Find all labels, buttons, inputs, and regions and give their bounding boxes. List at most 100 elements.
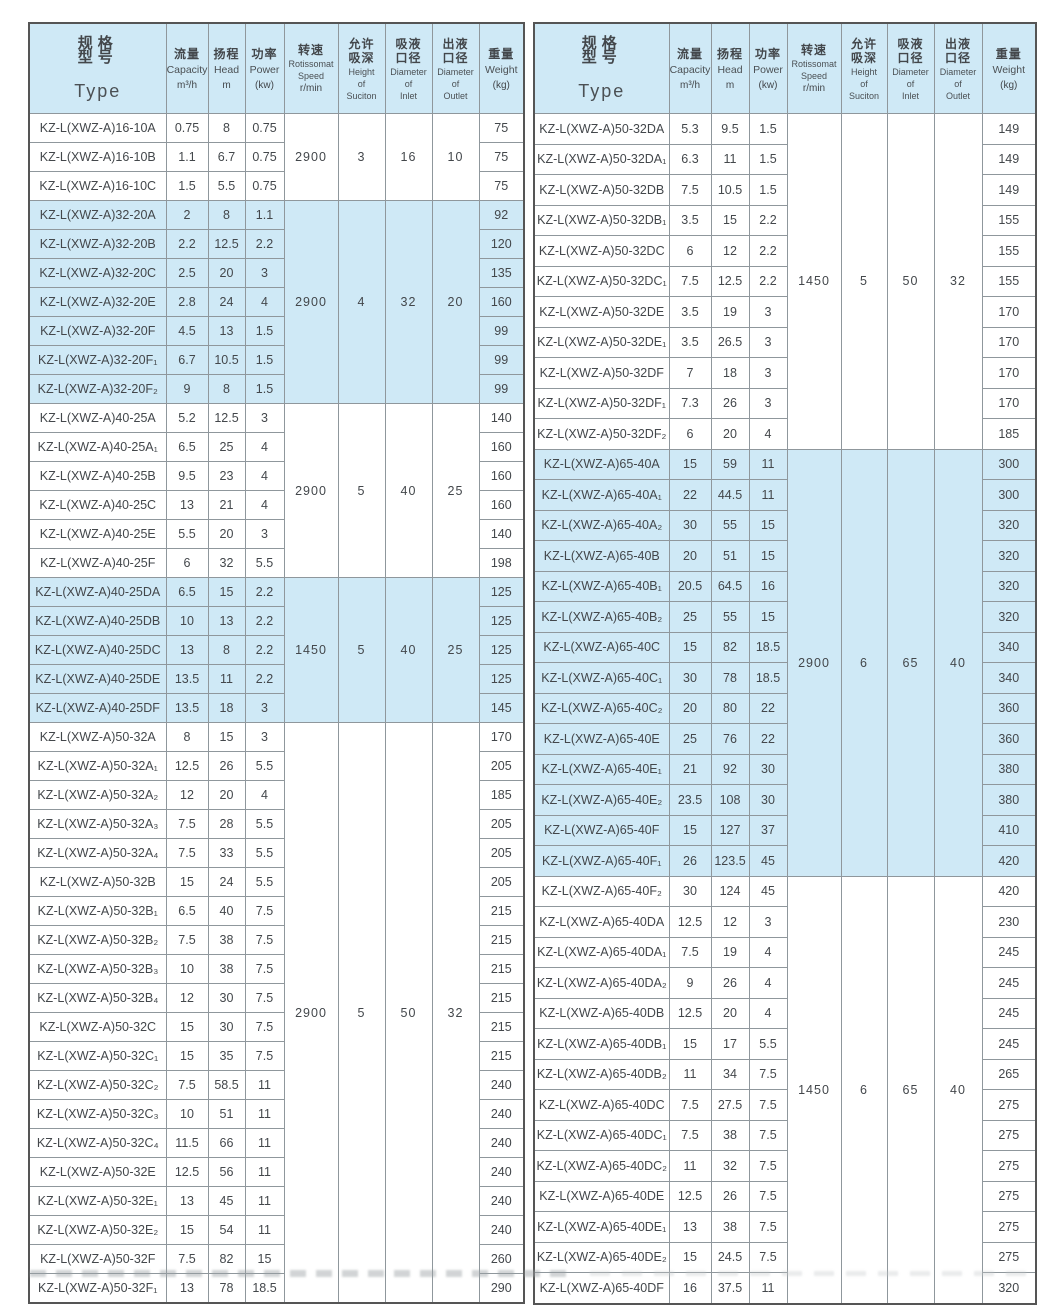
table-row: KZ-L(XWZ-A)65-40B 20 51 15 320 (533, 540, 1037, 572)
weight-cell: 260 (478, 1244, 525, 1274)
weight-cell: 215 (478, 925, 525, 955)
weight-cell: 340 (981, 631, 1037, 663)
type-cell: KZ-L(XWZ-A)50-32DE₁ (533, 326, 670, 358)
type-cell: KZ-L(XWZ-A)65-40DE₁ (533, 1211, 670, 1243)
col-header-speed: 转速 Rotissomat Speed r/min (283, 22, 339, 114)
capacity-cell: 15 (668, 631, 712, 663)
weight-cell: 92 (478, 200, 525, 230)
power-cell: 4 (748, 418, 788, 450)
header-en: Inlet (901, 90, 919, 101)
col-header-suction: 允许 吸深 Height of Suciton (337, 22, 386, 114)
capacity-cell: 15 (668, 814, 712, 846)
head-cell: 24 (207, 867, 246, 897)
table-row: KZ-L(XWZ-A)65-40DC₁ 7.5 38 7.5 275 (533, 1119, 1037, 1151)
head-cell: 21 (207, 490, 246, 520)
table-row: KZ-L(XWZ-A)65-40DE 12.5 26 7.5 275 (533, 1180, 1037, 1212)
weight-cell: 160 (478, 287, 525, 317)
table-row: KZ-L(XWZ-A)65-40A₂ 30 55 15 320 (533, 509, 1037, 541)
type-cell: KZ-L(XWZ-A)40-25F (28, 548, 167, 578)
weight-cell: 140 (478, 403, 525, 433)
head-cell: 78 (710, 662, 750, 694)
type-cell: KZ-L(XWZ-A)50-32B₁ (28, 896, 167, 926)
table-row: KZ-L(XWZ-A)40-25E 5.5 20 3 140 (28, 519, 525, 549)
type-cell: KZ-L(XWZ-A)32-20F₁ (28, 345, 167, 375)
type-cell: KZ-L(XWZ-A)40-25DB (28, 606, 167, 636)
table-row: KZ-L(XWZ-A)50-32A 8 15 3 2900 5 50 32 170 (28, 722, 525, 1304)
capacity-cell: 30 (668, 875, 712, 907)
weight-cell: 340 (981, 662, 1037, 694)
weight-cell: 320 (981, 540, 1037, 572)
power-cell: 30 (748, 753, 788, 785)
capacity-cell: 30 (668, 509, 712, 541)
head-cell: 38 (207, 954, 246, 984)
type-cell: KZ-L(XWZ-A)32-20E (28, 287, 167, 317)
weight-cell: 99 (478, 345, 525, 375)
head-cell: 11 (207, 664, 246, 694)
speed-merged-cell: 1450 (283, 577, 339, 723)
head-cell: 9.5 (710, 113, 750, 145)
capacity-cell: 6 (668, 235, 712, 267)
capacity-cell: 7 (668, 357, 712, 389)
type-cell: KZ-L(XWZ-A)65-40DE₂ (533, 1241, 670, 1273)
type-cell: KZ-L(XWZ-A)40-25DE (28, 664, 167, 694)
power-cell: 4 (748, 967, 788, 999)
header-en: Rotissomat (791, 59, 837, 69)
header-en: Head (213, 63, 240, 76)
type-cell: KZ-L(XWZ-A)50-32C₃ (28, 1099, 167, 1129)
type-cell: KZ-L(XWZ-A)65-40A₁ (533, 479, 670, 511)
suction-merged-cell: 5 (840, 113, 888, 450)
power-cell: 15 (244, 1244, 285, 1274)
header-en: of (357, 78, 366, 89)
header-unit: (kg) (1000, 79, 1018, 91)
type-cell: KZ-L(XWZ-A)40-25B (28, 461, 167, 491)
weight-cell: 300 (981, 479, 1037, 511)
power-cell: 0.75 (244, 142, 285, 172)
inlet-merged-cell: 40 (384, 403, 433, 578)
header-en: of (860, 78, 868, 89)
head-cell: 123.5 (710, 845, 750, 877)
table-row: KZ-L(XWZ-A)65-40DC 7.5 27.5 7.5 275 (533, 1089, 1037, 1121)
header-en: Inlet (399, 90, 417, 101)
power-cell: 2.2 (244, 664, 285, 694)
header-en: Capacity (669, 63, 711, 76)
header-row: 规格 型号 Type 流量 Capacity m³/h 扬程 Head m 功率 Power (kw)… (533, 22, 1037, 114)
capacity-cell: 13.5 (165, 664, 209, 694)
capacity-cell: 6 (668, 418, 712, 450)
type-cell: KZ-L(XWZ-A)50-32C (28, 1012, 167, 1042)
type-cell: KZ-L(XWZ-A)65-40F₁ (533, 845, 670, 877)
weight-cell: 320 (981, 601, 1037, 633)
power-cell: 11 (244, 1070, 285, 1100)
col-header-head: 扬程 Head m (710, 22, 750, 114)
capacity-cell: 10 (165, 1099, 209, 1129)
capacity-cell: 6 (165, 548, 209, 578)
capacity-cell: 22 (668, 479, 712, 511)
head-cell: 54 (207, 1215, 246, 1245)
header-zh: 吸深 (348, 50, 375, 65)
header-en: Suciton (848, 90, 880, 101)
col-header-type: 规格 型号 Type (28, 22, 167, 114)
type-cell: KZ-L(XWZ-A)50-32DA (533, 113, 670, 145)
capacity-cell: 20 (668, 692, 712, 724)
type-cell: KZ-L(XWZ-A)40-25E (28, 519, 167, 549)
table-row: KZ-L(XWZ-A)50-32B₁ 6.5 40 7.5 215 (28, 896, 525, 926)
table-row: KZ-L(XWZ-A)50-32B 15 24 5.5 205 (28, 867, 525, 897)
capacity-cell: 12.5 (165, 1157, 209, 1187)
suction-merged-cell: 6 (840, 448, 888, 877)
table-row: KZ-L(XWZ-A)40-25DB 10 13 2.2 125 (28, 606, 525, 636)
power-cell: 3 (244, 403, 285, 433)
inlet-merged-cell: 50 (384, 722, 433, 1304)
head-cell: 18 (710, 357, 750, 389)
header-zh: 扬程 (716, 46, 743, 61)
weight-cell: 380 (981, 784, 1037, 816)
power-cell: 37 (748, 814, 788, 846)
capacity-cell: 21 (668, 753, 712, 785)
head-cell: 8 (207, 374, 246, 404)
power-cell: 7.5 (748, 1089, 788, 1121)
header-en: Weight (992, 63, 1026, 76)
header-en: Power (249, 63, 280, 76)
suction-merged-cell: 4 (337, 200, 386, 404)
capacity-cell: 6.5 (165, 577, 209, 607)
capacity-cell: 9 (165, 374, 209, 404)
header-zh: 规格 (581, 34, 622, 52)
head-cell: 58.5 (207, 1070, 246, 1100)
